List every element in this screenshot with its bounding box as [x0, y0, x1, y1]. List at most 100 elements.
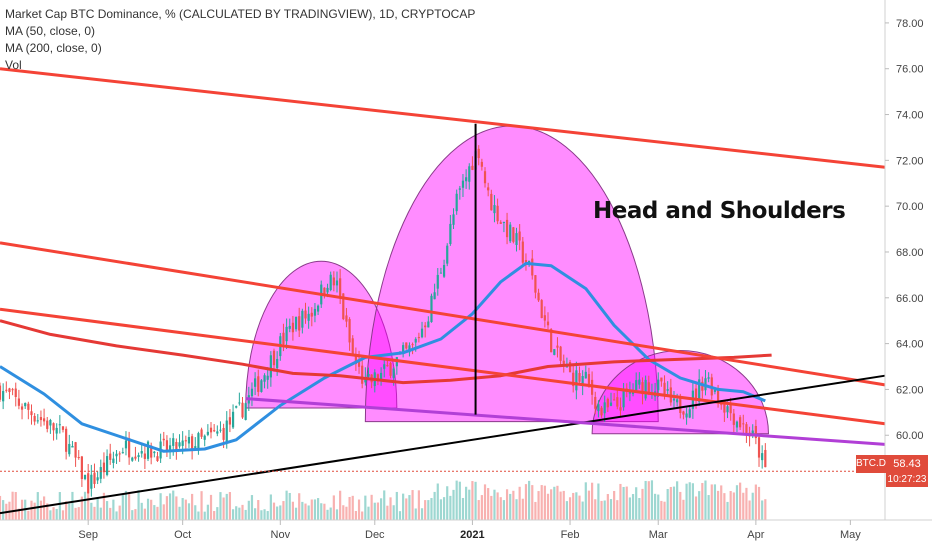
volume-bar [228, 492, 232, 520]
volume-bar [42, 496, 46, 520]
candle-body [187, 437, 191, 444]
candle-body [672, 398, 676, 401]
volume-bar [480, 495, 483, 520]
candle-body [197, 433, 200, 451]
candle-body [609, 402, 613, 406]
price-badge: BTC.D 58.43 10:27:23 [856, 455, 928, 487]
volume-bar [625, 486, 628, 520]
candle [162, 431, 165, 447]
candle-body [326, 287, 329, 293]
volume-bar [723, 493, 726, 520]
candle [745, 421, 748, 443]
axes [0, 0, 932, 521]
volume-bar [96, 498, 99, 520]
candle-body [496, 205, 499, 222]
candle [96, 471, 99, 485]
volume-bar [452, 489, 455, 520]
x-tick-label: Oct [174, 529, 191, 541]
candle [606, 397, 609, 412]
volume-bar [720, 485, 723, 520]
volume-bar [408, 495, 411, 520]
candle-body [39, 417, 43, 421]
volume-bar [2, 500, 5, 520]
candle [487, 182, 490, 197]
candle-body [402, 345, 405, 353]
candle [329, 271, 332, 292]
volume-bar [93, 506, 96, 520]
volume-bar [757, 486, 761, 520]
candle [433, 283, 436, 300]
volume-bar [609, 499, 613, 520]
candle [184, 435, 187, 451]
candle-body [499, 222, 502, 224]
volume-bar [109, 507, 112, 520]
candle-body [27, 403, 30, 410]
volume-bar [361, 511, 364, 520]
candle [420, 321, 424, 339]
legend-ma200[interactable]: MA (200, close, 0) [5, 41, 102, 55]
volume-bar [80, 496, 83, 520]
volume-bar [565, 501, 569, 520]
volume-bar [701, 482, 704, 520]
candle [442, 259, 446, 278]
volume-bar [707, 495, 710, 520]
candle-body [543, 315, 546, 321]
legend-ma50[interactable]: MA (50, close, 0) [5, 24, 96, 38]
candle-body [732, 413, 735, 425]
candle [52, 422, 55, 441]
volume-bar [562, 490, 565, 520]
candle [8, 387, 11, 400]
candle [61, 426, 65, 433]
candle-body [140, 451, 143, 454]
candle [764, 443, 767, 468]
candle-body [392, 368, 395, 378]
candle-body [269, 355, 272, 378]
candle [638, 372, 641, 389]
volume-bar [439, 499, 443, 520]
candle-body [694, 388, 698, 399]
x-tick-label: Sep [78, 529, 98, 541]
candle-body [597, 404, 600, 412]
candle [241, 396, 244, 419]
volume-bar [257, 500, 260, 520]
volume-bar [0, 495, 2, 520]
candle [619, 397, 622, 418]
volume-bar [685, 483, 688, 520]
candle-body [666, 389, 669, 391]
candle-body [735, 421, 739, 428]
volume-bar [364, 495, 367, 520]
candle [203, 434, 206, 447]
channel-line [0, 241, 886, 387]
volume-bar [528, 480, 531, 520]
candle [36, 414, 39, 424]
legend-title[interactable]: Market Cap BTC Dominance, % (CALCULATED … [5, 7, 476, 21]
volume-bar [638, 497, 641, 520]
x-tick-label: Feb [561, 529, 580, 541]
candle-body [244, 403, 247, 420]
candle [191, 433, 194, 460]
candle-body [351, 338, 354, 356]
volume-bar [288, 492, 291, 520]
volume-bar [578, 495, 581, 520]
candle [115, 450, 118, 464]
volume-bar [405, 498, 408, 520]
volume-bar [162, 504, 165, 520]
candle-body [80, 456, 83, 480]
candle-body [553, 349, 556, 355]
candle-body [490, 193, 493, 211]
candle-body [134, 456, 137, 459]
y-tick-label: 66.00 [896, 293, 924, 305]
candle-body [33, 415, 36, 422]
volume-bar [518, 486, 521, 520]
volume-bar [540, 485, 543, 520]
volume-bar [235, 506, 238, 520]
volume-bar [332, 495, 335, 520]
volume-bar [263, 509, 266, 520]
legend-vol[interactable]: Vol [5, 58, 22, 72]
candle-body [477, 148, 480, 159]
candle-body [550, 329, 553, 353]
volume-bar [316, 498, 320, 520]
volume-bar [112, 499, 115, 520]
